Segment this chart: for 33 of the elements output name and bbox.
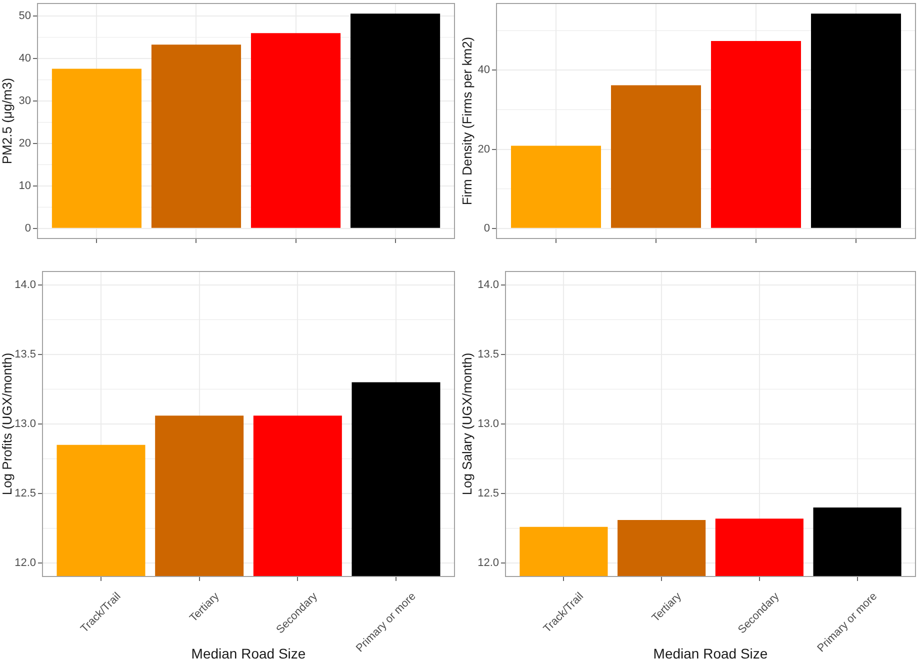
y-tick-label: 12.0 (14, 557, 36, 570)
y-tick-label: 20 (478, 143, 490, 156)
bar (52, 68, 142, 228)
y-tick-label: 13.5 (478, 348, 499, 360)
bar (711, 40, 801, 228)
y-tick-label: 12.5 (478, 488, 499, 500)
y-tick-label: 13.5 (14, 348, 36, 360)
y-tick-label: 20 (18, 138, 31, 150)
bar (151, 44, 242, 228)
y-tick-label: 13.0 (14, 418, 36, 430)
y-axis-title: Firm Density (Firms per km2) (459, 36, 474, 206)
y-tick-label: 13.0 (478, 418, 499, 430)
bar (611, 85, 701, 228)
y-tick-label: 14.0 (478, 278, 499, 291)
y-tick-label: 0 (484, 222, 490, 234)
y-tick-label: 40 (18, 52, 31, 65)
y-tick-label: 0 (24, 222, 31, 234)
y-tick-label: 40 (478, 64, 490, 76)
bar (511, 146, 601, 228)
y-tick-label: 12.5 (14, 488, 36, 500)
x-axis-title: Median Road Size (653, 645, 768, 662)
bar (250, 33, 341, 228)
y-tick-label: 30 (18, 95, 31, 108)
bar (350, 14, 440, 228)
x-axis-title: Median Road Size (191, 645, 306, 662)
y-tick-label: 14.0 (14, 278, 36, 291)
y-tick-label: 10 (18, 180, 31, 192)
y-axis-title: Log Salary (UGX/month) (459, 352, 474, 496)
y-tick-label: 50 (18, 10, 31, 22)
bar (811, 14, 901, 228)
y-axis-title: PM2.5 (μg/m3) (0, 78, 14, 164)
y-axis-title: Log Profits (UGX/month) (0, 352, 14, 496)
y-tick-label: 12.0 (478, 557, 499, 570)
